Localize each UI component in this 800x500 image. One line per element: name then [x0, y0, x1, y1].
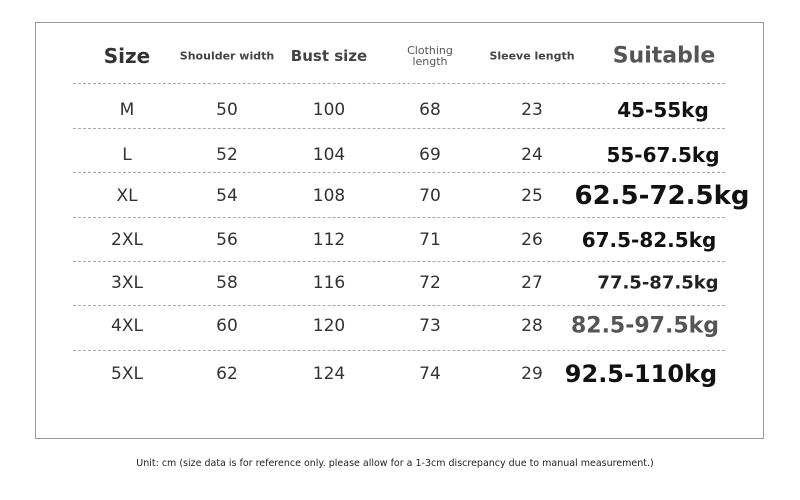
suitable-weight: 55-67.5kg	[606, 143, 720, 167]
row-divider	[73, 172, 725, 173]
row-divider	[73, 261, 725, 262]
measurement: 71	[419, 230, 441, 250]
size-label: 2XL	[111, 230, 143, 250]
measurement: 120	[312, 316, 346, 336]
row-divider	[73, 83, 725, 84]
measurement: 112	[312, 230, 346, 250]
row-divider	[73, 217, 725, 218]
footnote: Unit: cm (size data is for reference onl…	[136, 458, 654, 469]
measurement: 50	[216, 100, 238, 120]
measurement: 62	[216, 364, 238, 384]
row-divider	[73, 350, 725, 351]
measurement: 70	[419, 186, 441, 206]
suitable-weight: 62.5-72.5kg	[574, 181, 750, 211]
frame	[35, 22, 764, 439]
measurement: 108	[312, 186, 346, 206]
measurement: 27	[521, 273, 543, 293]
suitable-weight: 67.5-82.5kg	[581, 228, 717, 252]
measurement: 73	[419, 316, 441, 336]
measurement: 26	[521, 230, 543, 250]
measurement: 60	[216, 316, 238, 336]
measurement: 100	[312, 100, 346, 120]
size-label: 4XL	[111, 316, 143, 336]
measurement: 52	[216, 145, 238, 165]
measurement: 69	[419, 145, 441, 165]
header-cell: Shoulder width	[179, 49, 275, 63]
header-cell: Bust size	[290, 47, 368, 65]
measurement: 25	[521, 186, 543, 206]
size-label: L	[122, 145, 132, 165]
measurement: 58	[216, 273, 238, 293]
measurement: 56	[216, 230, 238, 250]
row-divider	[73, 305, 725, 306]
header-cell: Size	[103, 44, 151, 68]
measurement: 23	[521, 100, 543, 120]
size-label: M	[119, 100, 135, 120]
measurement: 54	[216, 186, 238, 206]
suitable-weight: 45-55kg	[617, 98, 709, 122]
measurement: 24	[521, 145, 543, 165]
measurement: 104	[312, 145, 346, 165]
measurement: 116	[312, 273, 346, 293]
measurement: 124	[312, 364, 346, 384]
size-label: XL	[116, 186, 138, 206]
suitable-weight: 82.5-97.5kg	[570, 313, 720, 339]
measurement: 29	[521, 364, 543, 384]
measurement: 72	[419, 273, 441, 293]
header-cell: Suitable	[612, 43, 716, 69]
row-divider	[73, 128, 725, 129]
header-cell: Sleeve length	[489, 49, 575, 63]
size-label: 3XL	[111, 273, 143, 293]
measurement: 28	[521, 316, 543, 336]
suitable-weight: 77.5-87.5kg	[597, 272, 719, 294]
suitable-weight: 92.5-110kg	[564, 360, 718, 388]
size-label: 5XL	[111, 364, 143, 384]
measurement: 74	[419, 364, 441, 384]
measurement: 68	[419, 100, 441, 120]
header-cell: Clothing length	[407, 44, 453, 68]
